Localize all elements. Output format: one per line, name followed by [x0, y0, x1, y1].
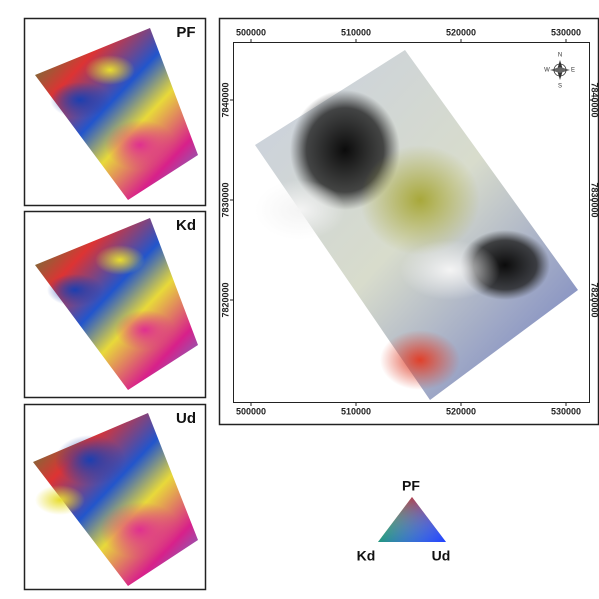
panel-ud: Ud	[25, 405, 206, 590]
x-tick-label: 510000	[341, 27, 371, 37]
legend-label: Ud	[432, 548, 451, 564]
legend-label: PF	[402, 478, 420, 494]
compass-label: N	[558, 53, 562, 59]
x-tick-label: 530000	[551, 406, 581, 416]
panel-label: Kd	[176, 217, 196, 234]
compass-label: W	[544, 68, 550, 74]
x-tick-label: 500000	[236, 406, 266, 416]
x-tick-label: 510000	[341, 406, 371, 416]
panel-pf: PF	[25, 19, 206, 206]
y-tick-label: 7840000	[590, 82, 599, 117]
main-map	[220, 19, 599, 425]
y-tick-label: 7840000	[220, 82, 230, 117]
x-tick-label: 500000	[236, 27, 266, 37]
compass-label: S	[558, 84, 562, 90]
legend-label: Kd	[357, 548, 376, 564]
compass-label: E	[571, 68, 575, 74]
panel-kd: Kd	[25, 212, 206, 398]
x-tick-label: 530000	[551, 27, 581, 37]
panel-label: Ud	[176, 410, 196, 427]
y-tick-label: 7820000	[220, 282, 230, 317]
y-tick-label: 7820000	[590, 282, 599, 317]
x-tick-label: 520000	[446, 406, 476, 416]
figure: PF Kd Ud PF	[0, 0, 599, 594]
x-tick-label: 520000	[446, 27, 476, 37]
y-tick-label: 7830000	[220, 182, 230, 217]
panel-label: PF	[176, 24, 195, 41]
y-tick-label: 7830000	[590, 182, 599, 217]
ternary-legend: PF Kd Ud	[357, 478, 451, 564]
